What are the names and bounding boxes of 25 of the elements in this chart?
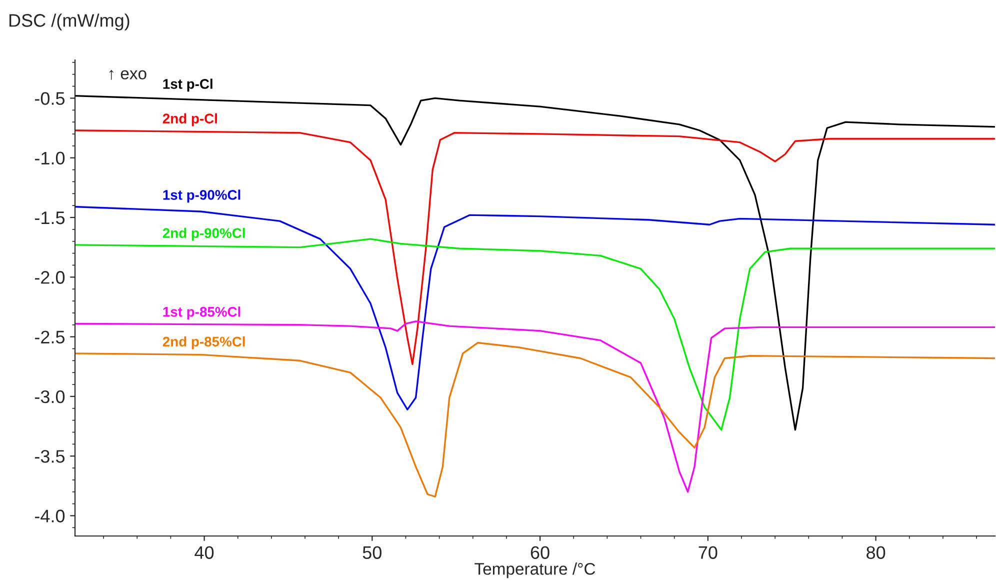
x-tick-label: 60 [530,546,550,559]
x-tick-label: 50 [362,546,382,559]
series-label: 1st p-Cl [163,78,212,92]
y-axis-title: DSC /(mW/mg) [9,14,130,30]
y-tick-label: -1.0 [34,152,65,165]
series-label: 2nd p-85%Cl [162,336,245,350]
x-tick-label: 80 [866,546,886,559]
y-tick-label: -0.5 [34,92,65,105]
series-label: 2nd p-Cl [162,113,217,126]
y-tick-label: -1.5 [34,212,65,224]
y-tick-label: -2.5 [34,330,65,344]
y-tick-label: -3.5 [34,450,65,463]
series-label: 2nd p-90%Cl [162,228,245,241]
series-label: 1st p-90%Cl [163,190,240,203]
line-series [75,206,995,410]
x-axis-title: Temperature /°C [474,562,596,578]
y-tick-label: -3.0 [34,390,65,404]
series-label: 1st p-85%Cl [163,306,240,320]
x-tick-label: 40 [194,546,214,559]
y-tick-label: -4.0 [34,510,65,522]
annotation: ↑ exo [109,70,146,80]
x-tick-label: 70 [698,546,718,559]
line-series [75,130,995,366]
y-tick-label: -2.0 [34,271,65,284]
line-series [75,94,995,431]
